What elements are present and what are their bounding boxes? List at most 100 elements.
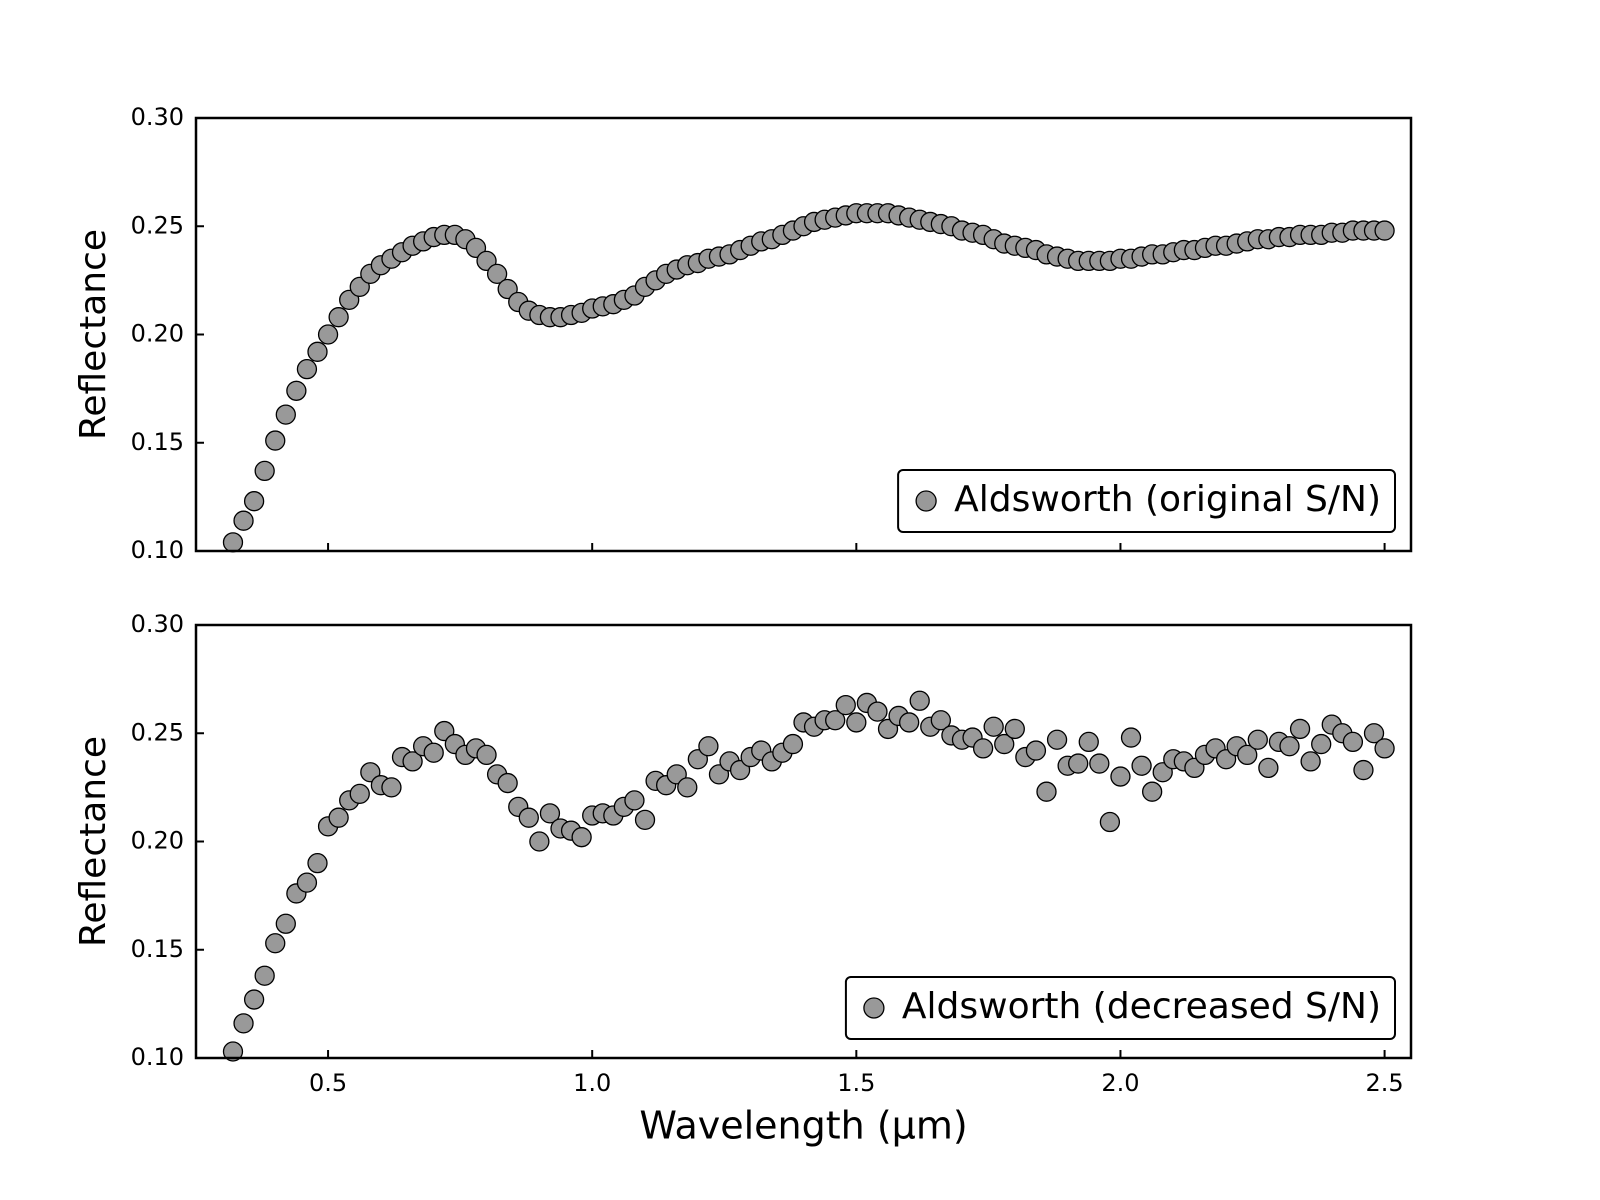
point xyxy=(1374,220,1395,241)
y-tick-label: 0.25 xyxy=(131,211,184,239)
point xyxy=(782,733,804,755)
point xyxy=(486,263,508,285)
point xyxy=(233,1013,254,1034)
y-tick-label: 0.10 xyxy=(131,1043,184,1071)
x-tick-label: 1.0 xyxy=(573,1069,611,1097)
point xyxy=(1374,738,1395,759)
point xyxy=(529,831,550,852)
point xyxy=(1247,729,1268,750)
x-axis-label: Wavelength (μm) xyxy=(639,1104,967,1148)
point xyxy=(296,358,318,380)
point xyxy=(402,751,423,772)
point xyxy=(328,807,349,828)
point xyxy=(1258,757,1279,779)
x-tick-label: 0.5 xyxy=(309,1069,347,1097)
point xyxy=(275,913,296,934)
plot-frame xyxy=(194,116,1413,553)
legend: Aldsworth (decreased S/N) xyxy=(844,976,1396,1040)
point xyxy=(994,733,1015,755)
point xyxy=(381,777,402,798)
point xyxy=(1099,811,1121,833)
point xyxy=(1131,755,1152,776)
point xyxy=(1068,753,1089,774)
y-axis-label: Reflectance xyxy=(73,229,114,440)
point xyxy=(1110,766,1131,787)
y-tick-label: 0.30 xyxy=(131,103,184,131)
point xyxy=(899,712,920,733)
legend-marker xyxy=(863,997,885,1019)
point xyxy=(423,742,444,763)
point xyxy=(1142,781,1163,802)
point xyxy=(1089,753,1110,774)
point xyxy=(1363,723,1385,744)
x-tick-label: 2.0 xyxy=(1101,1069,1139,1097)
point xyxy=(1237,744,1258,766)
point xyxy=(1078,731,1099,753)
point xyxy=(1036,781,1057,802)
legend-marker xyxy=(915,490,937,512)
point xyxy=(825,710,846,731)
point xyxy=(677,777,698,798)
point xyxy=(571,827,592,848)
point xyxy=(307,341,328,362)
point xyxy=(909,690,930,711)
point xyxy=(1046,729,1068,750)
y-tick-label: 0.15 xyxy=(131,428,184,456)
point xyxy=(518,807,539,828)
x-tick-label: 1.5 xyxy=(837,1069,875,1097)
x-tick-label: 2.5 xyxy=(1366,1069,1404,1097)
y-tick-label: 0.15 xyxy=(131,935,184,963)
point xyxy=(243,491,265,512)
point xyxy=(972,738,994,759)
point xyxy=(265,933,286,954)
point xyxy=(1353,759,1374,781)
point xyxy=(634,809,656,830)
plot-frame xyxy=(194,623,1413,1060)
point xyxy=(265,430,286,451)
y-tick-label: 0.10 xyxy=(131,536,184,564)
point xyxy=(983,716,1004,737)
legend-frame xyxy=(844,976,1396,1040)
point xyxy=(307,853,328,874)
point xyxy=(286,380,307,401)
point xyxy=(328,307,349,328)
point xyxy=(296,872,318,893)
point xyxy=(222,1041,244,1062)
point xyxy=(1120,727,1142,748)
point xyxy=(275,404,296,425)
legend-label: Aldsworth (original S/N) xyxy=(954,479,1381,520)
point xyxy=(497,772,518,794)
y-tick-label: 0.30 xyxy=(131,610,184,638)
point xyxy=(317,324,339,345)
point xyxy=(930,710,951,731)
point xyxy=(867,701,888,722)
point xyxy=(1289,718,1311,740)
point xyxy=(1342,731,1364,753)
point xyxy=(1279,736,1300,757)
legend-label: Aldsworth (decreased S/N) xyxy=(902,986,1381,1027)
point xyxy=(1300,751,1321,772)
point xyxy=(624,790,645,811)
point xyxy=(1311,733,1332,755)
point xyxy=(243,989,265,1010)
y-tick-label: 0.20 xyxy=(131,320,184,348)
y-tick-label: 0.25 xyxy=(131,718,184,746)
point xyxy=(846,712,867,733)
point xyxy=(698,736,719,757)
subplot: 0.10 0.15 0.20 0.25 0.30 0.5 1.0 1.5 2.0 2.5 Refle… xyxy=(73,610,1413,1148)
legend-frame xyxy=(897,469,1396,533)
point xyxy=(476,744,497,766)
point xyxy=(233,510,254,531)
point xyxy=(539,803,561,824)
point xyxy=(254,965,275,986)
y-axis-label: Reflectance xyxy=(73,736,114,947)
y-tick-label: 0.20 xyxy=(131,827,184,855)
point xyxy=(835,694,856,716)
subplot: 0.10 0.15 0.20 0.25 0.30 Reflectance Aldsworth… xyxy=(73,103,1413,564)
point xyxy=(222,532,244,553)
point xyxy=(254,460,275,482)
point xyxy=(349,783,370,805)
point xyxy=(1025,740,1047,761)
point xyxy=(1004,718,1025,740)
